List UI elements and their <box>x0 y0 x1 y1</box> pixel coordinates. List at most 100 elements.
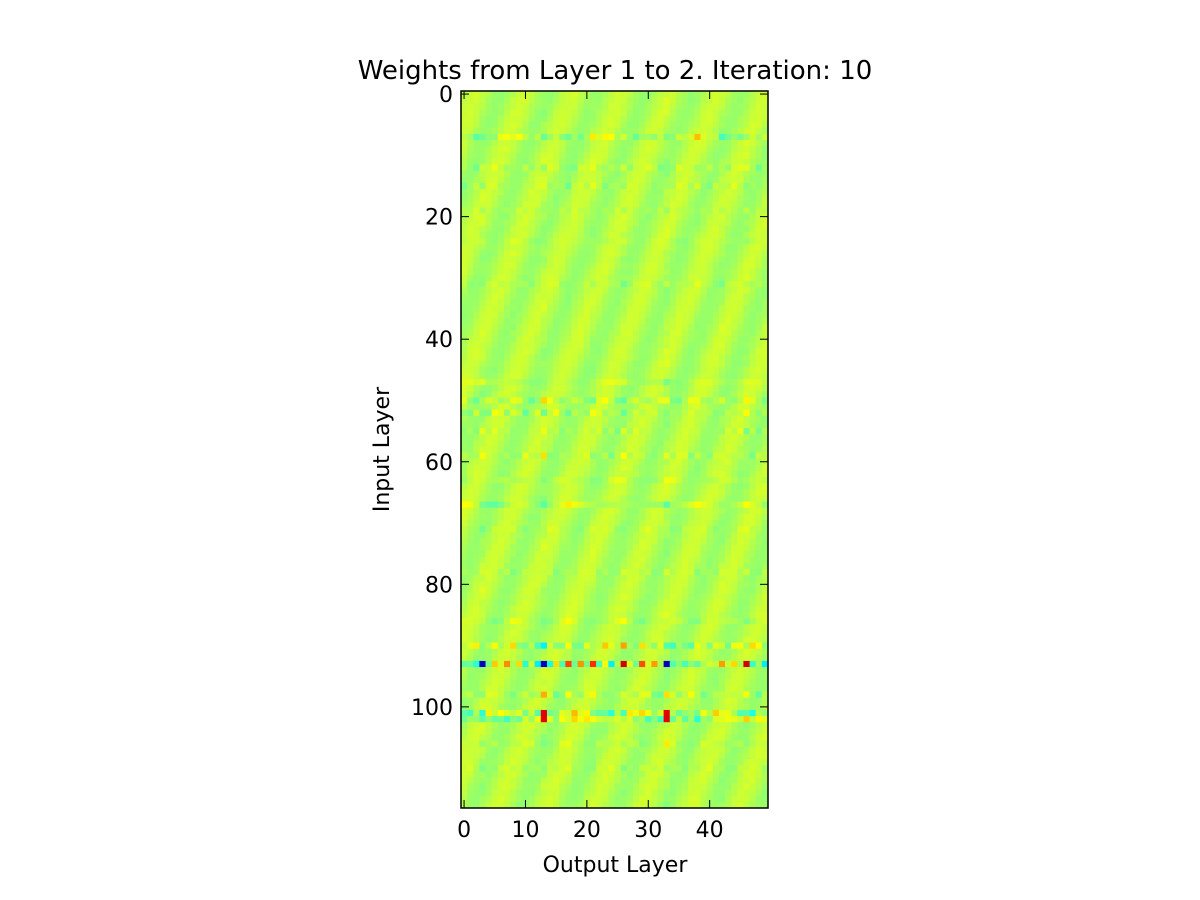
heatmap-cell <box>657 470 665 478</box>
heatmap-cell <box>688 176 695 184</box>
heatmap-cell <box>712 354 720 362</box>
heatmap-cell <box>712 575 720 582</box>
heatmap-cell <box>614 587 622 594</box>
heatmap-cell <box>534 593 542 601</box>
heatmap-cell <box>565 140 572 147</box>
heatmap-cell <box>749 336 757 343</box>
heatmap-cell <box>737 133 744 141</box>
heatmap-cell <box>645 611 652 619</box>
heatmap-cell <box>737 421 744 429</box>
heatmap-cell <box>626 336 634 343</box>
heatmap-cell <box>485 366 493 374</box>
heatmap-cell <box>546 599 554 607</box>
heatmap-cell <box>571 611 579 619</box>
heatmap-cell <box>540 599 548 607</box>
heatmap-cell <box>614 470 622 478</box>
heatmap-cell <box>737 146 744 153</box>
heatmap-cell <box>485 121 493 129</box>
heatmap-cell <box>528 605 536 613</box>
heatmap-cell <box>755 660 763 668</box>
heatmap-cell <box>510 697 517 705</box>
heatmap-cell <box>675 544 683 552</box>
heatmap-cell <box>657 391 665 398</box>
heatmap-cell <box>602 630 609 637</box>
heatmap-cell <box>755 654 763 662</box>
heatmap-cell <box>540 421 548 429</box>
heatmap-cell <box>553 238 560 245</box>
heatmap-cell <box>614 244 622 251</box>
heatmap-cell <box>620 697 628 705</box>
heatmap-cell <box>534 630 542 637</box>
heatmap-cell <box>688 648 695 656</box>
heatmap-cell <box>706 274 714 282</box>
heatmap-cell <box>657 679 665 686</box>
heatmap-cell <box>645 379 652 386</box>
heatmap-cell <box>706 336 714 343</box>
heatmap-cell <box>682 372 689 380</box>
heatmap-cell <box>743 532 750 539</box>
heatmap-cell <box>589 146 597 153</box>
heatmap-cell <box>675 667 683 674</box>
heatmap-cell <box>565 685 572 692</box>
heatmap-cell <box>743 660 750 668</box>
heatmap-cell <box>626 244 634 251</box>
heatmap-cell <box>540 575 548 582</box>
heatmap-cell <box>602 581 609 588</box>
heatmap-cell <box>712 605 720 613</box>
heatmap-cell <box>565 244 572 251</box>
heatmap-cell <box>467 274 474 282</box>
heatmap-cell <box>706 587 714 594</box>
heatmap-cell <box>706 158 714 165</box>
heatmap-cell <box>491 385 499 392</box>
heatmap-cell <box>503 550 511 558</box>
heatmap-cell <box>645 323 652 331</box>
heatmap-cell <box>614 195 622 202</box>
heatmap-cell <box>632 477 640 484</box>
heatmap-cell <box>688 91 695 98</box>
heatmap-cell <box>669 697 677 705</box>
heatmap-cell <box>510 415 517 423</box>
heatmap-cell <box>669 538 677 545</box>
heatmap-cell <box>479 636 486 643</box>
heatmap-cell <box>540 379 548 386</box>
heatmap-cell <box>571 207 579 214</box>
heatmap-cell <box>491 483 499 490</box>
heatmap-cell <box>485 170 493 178</box>
heatmap-cell <box>522 219 529 227</box>
heatmap-cell <box>761 630 769 637</box>
heatmap-cell <box>528 452 536 460</box>
heatmap-cell <box>608 280 615 288</box>
heatmap-cell <box>712 91 720 98</box>
heatmap-cell <box>639 538 646 545</box>
heatmap-cell <box>737 140 744 147</box>
heatmap-cell <box>725 618 732 625</box>
heatmap-cell <box>761 605 769 613</box>
heatmap-cell <box>737 452 744 460</box>
heatmap-cell <box>675 611 683 619</box>
heatmap-cell <box>577 587 585 594</box>
heatmap-cell <box>639 342 646 349</box>
heatmap-cell <box>737 323 744 331</box>
heatmap-cell <box>577 121 585 129</box>
heatmap-cell <box>589 360 597 368</box>
heatmap-cell <box>602 385 609 392</box>
heatmap-cell <box>737 409 744 417</box>
heatmap-cell <box>682 415 689 423</box>
heatmap-cell <box>571 158 579 165</box>
heatmap-cell <box>639 366 646 374</box>
heatmap-cell <box>731 91 738 98</box>
heatmap-cell <box>565 121 572 129</box>
heatmap-cell <box>602 599 609 607</box>
heatmap-cell <box>737 464 744 472</box>
heatmap-cell <box>725 562 732 570</box>
heatmap-cell <box>577 164 585 172</box>
heatmap-cell <box>700 207 707 214</box>
heatmap-cell <box>491 642 499 650</box>
heatmap-cell <box>645 164 652 172</box>
heatmap-cell <box>553 299 560 306</box>
heatmap-cell <box>657 446 665 453</box>
heatmap-cell <box>651 660 658 668</box>
heatmap-cell <box>559 660 566 668</box>
heatmap-cell <box>755 238 763 245</box>
heatmap-cell <box>657 562 665 570</box>
